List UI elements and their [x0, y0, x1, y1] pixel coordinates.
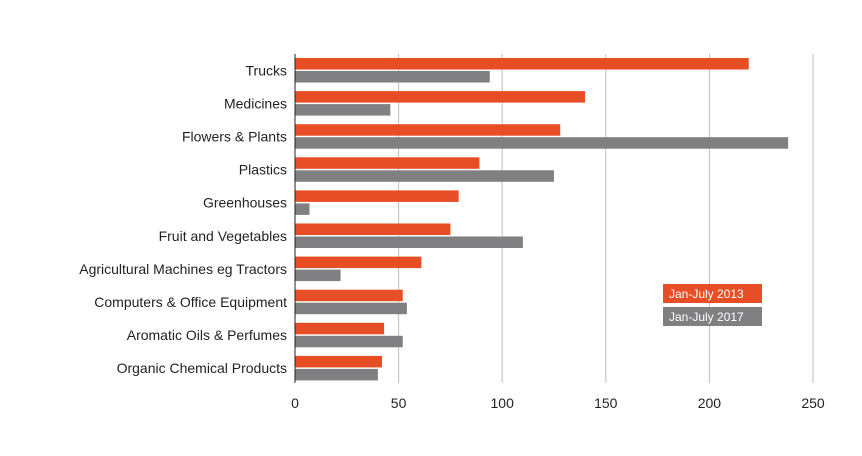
bar-2017-2 [295, 137, 789, 149]
x-tick-label: 250 [801, 395, 825, 411]
x-tick-labels: 0 50 100 150 200 250 [291, 395, 825, 411]
bar-2013-9 [295, 355, 383, 368]
category-label: Fruit and Vegetables [159, 228, 287, 244]
category-label: Trucks [246, 62, 287, 78]
category-label: Medicines [224, 95, 287, 111]
bar-2017-9 [295, 368, 378, 381]
bar-2013-7 [295, 289, 403, 302]
category-label: Plastics [239, 162, 287, 178]
x-tick-label: 200 [698, 395, 722, 411]
bar-2017-0 [295, 71, 490, 83]
bar-2013-1 [295, 91, 586, 103]
category-label: Greenhouses [203, 195, 287, 211]
x-tick-label: 100 [491, 395, 515, 411]
x-tick-label: 150 [594, 395, 618, 411]
x-tick-label: 0 [291, 395, 299, 411]
category-label: Computers & Office Equipment [94, 294, 287, 310]
bar-2017-6 [295, 269, 341, 282]
gridlines [398, 54, 814, 383]
legend-label: Jan-July 2013 [669, 287, 744, 301]
bar-2013-0 [295, 58, 749, 70]
bars [295, 58, 789, 381]
x-tick-label: 50 [391, 395, 407, 411]
bar-2013-2 [295, 124, 561, 136]
legend-swatch [663, 307, 762, 326]
bar-2017-7 [295, 302, 407, 315]
bar-2017-1 [295, 104, 391, 116]
category-label: Aromatic Oils & Perfumes [127, 327, 287, 343]
bar-2017-4 [295, 203, 310, 215]
category-label: Flowers & Plants [182, 128, 287, 144]
bar-2017-5 [295, 236, 523, 248]
legend-swatch [663, 284, 762, 303]
category-label: Organic Chemical Products [117, 360, 287, 376]
legend-label: Jan-July 2017 [669, 310, 744, 324]
bar-2017-3 [295, 170, 554, 182]
bar-2013-5 [295, 223, 451, 235]
category-label: Agricultural Machines eg Tractors [79, 261, 287, 277]
bar-2013-8 [295, 322, 385, 335]
bar-2013-4 [295, 190, 459, 202]
bar-2017-8 [295, 335, 403, 348]
bar-2013-3 [295, 157, 480, 169]
legend: Jan-July 2013 Jan-July 2017 [663, 284, 762, 326]
bar-2013-6 [295, 256, 422, 269]
category-labels: Trucks Medicines Flowers & Plants Plastics G… [79, 62, 287, 376]
